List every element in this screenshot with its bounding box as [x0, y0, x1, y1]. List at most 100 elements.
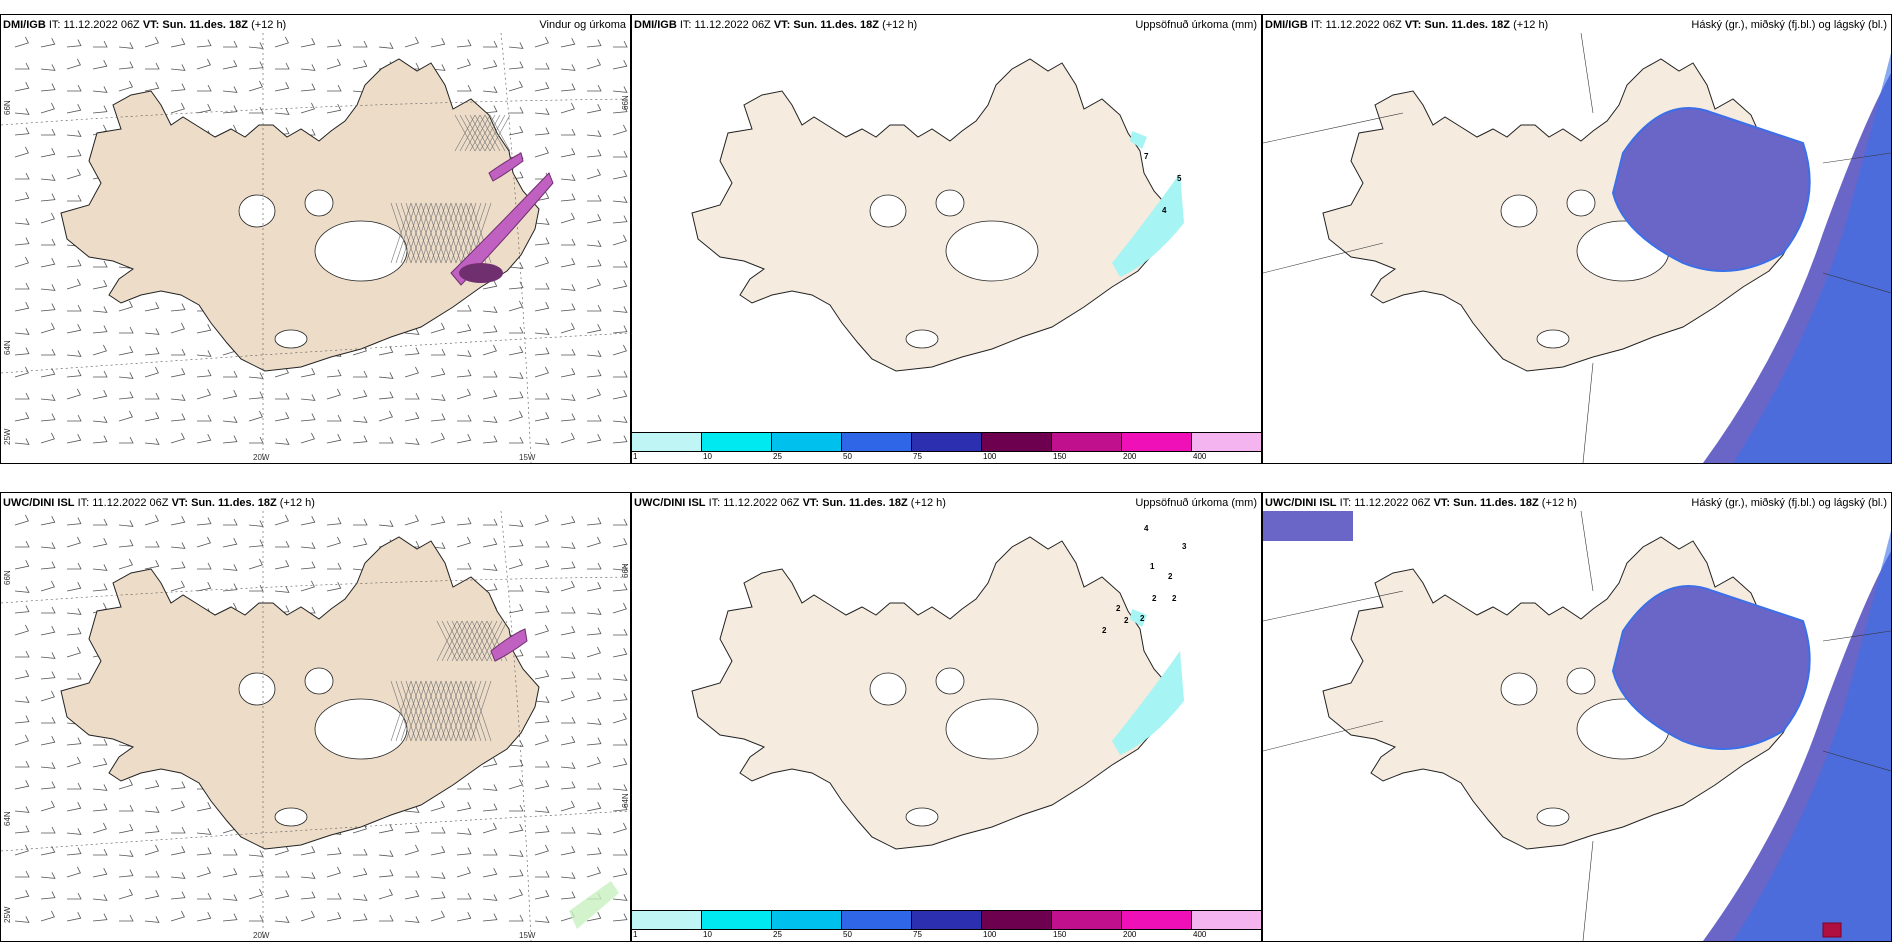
wind-barb — [612, 564, 628, 571]
wind-barb — [40, 910, 55, 922]
wind-barb — [118, 824, 134, 834]
wind-barb — [404, 844, 419, 856]
wind-barb — [482, 60, 498, 70]
wind-barb — [353, 518, 368, 526]
hatch-line — [470, 680, 492, 742]
wind-barb — [612, 196, 628, 203]
wind-barb — [456, 866, 471, 878]
wind-barb — [300, 432, 315, 444]
wind-barb — [222, 894, 238, 901]
wind-barb — [534, 624, 549, 636]
lat-label-66-right: 66N — [621, 95, 630, 110]
precip-value-label: 5 — [1177, 174, 1182, 183]
wind-barb — [40, 736, 56, 746]
wind-barb — [170, 516, 186, 526]
wind-barb — [15, 870, 30, 878]
wind-barb — [586, 582, 602, 592]
wind-barb — [612, 758, 628, 768]
wind-barb — [92, 105, 108, 114]
wind-barb — [92, 538, 108, 548]
hatch-line — [464, 114, 486, 152]
wind-barb — [508, 61, 524, 70]
wind-barb — [66, 627, 82, 636]
valid-time: Sun. 11.des. 18Z — [191, 497, 277, 509]
lead-time: (+12 h) — [279, 497, 315, 509]
valid-time: Sun. 11.des. 18Z — [1424, 19, 1510, 31]
wind-barb — [40, 64, 56, 71]
wind-barb — [300, 891, 316, 900]
wind-barb — [40, 148, 56, 158]
lat-label-64: 64N — [3, 811, 12, 826]
wind-barb — [196, 434, 212, 444]
wind-barb — [430, 368, 446, 378]
precip-core — [459, 263, 503, 283]
wind-barb — [41, 716, 56, 724]
init-time: 11.12.2022 06Z — [1354, 497, 1431, 509]
wind-barb — [378, 42, 394, 49]
glacier-vatnajokull — [314, 698, 408, 760]
wind-barb — [66, 536, 81, 548]
glacier-myrdalsjokull — [905, 329, 939, 349]
wind-barb — [509, 106, 524, 114]
lead-time: (+12 h) — [1541, 497, 1577, 509]
wind-barb — [509, 436, 524, 444]
wind-barb — [92, 913, 108, 922]
wind-barb — [612, 822, 627, 834]
wind-barb — [612, 693, 628, 702]
wind-barb — [560, 83, 576, 92]
wind-barb — [40, 258, 56, 268]
hatch-line — [454, 114, 476, 152]
wind-barb — [534, 438, 550, 445]
wind-barb — [430, 394, 446, 401]
iceland-landmass — [691, 536, 1171, 850]
wind-barb — [275, 392, 290, 400]
wind-barb — [170, 432, 185, 444]
wind-barb — [40, 303, 56, 312]
wind-barb — [482, 325, 498, 334]
glacier-langjokull — [238, 672, 276, 706]
glacier-hofsjokull — [1566, 189, 1596, 217]
wind-barb — [612, 234, 627, 246]
wind-barb — [534, 844, 549, 856]
wind-barb — [300, 561, 316, 570]
wind-barb — [300, 102, 315, 114]
hatch-line — [455, 680, 477, 742]
wind-barb — [560, 102, 575, 114]
wind-barb — [14, 624, 29, 636]
wind-barb — [40, 690, 55, 702]
wind-barb — [534, 302, 550, 312]
wind-barb — [144, 890, 160, 900]
wind-barb — [14, 36, 29, 48]
wind-barb — [508, 300, 523, 312]
panel-cloud-dmi: DMI/IGB IT: 11.12.2022 06Z VT: Sun. 11.d… — [1262, 14, 1892, 464]
wind-barb — [248, 850, 264, 857]
wind-barb — [560, 368, 576, 378]
wind-barb — [14, 715, 30, 724]
wind-barb — [248, 539, 264, 548]
wind-barb — [508, 346, 524, 356]
wind-barb — [15, 392, 30, 400]
lead-time: (+12 h) — [882, 19, 918, 31]
wind-barb — [222, 390, 238, 400]
wind-barb — [404, 916, 420, 923]
hatch-line — [405, 202, 427, 264]
wind-barb — [456, 324, 472, 334]
wind-barb — [40, 322, 55, 334]
colorbar — [632, 910, 1261, 930]
wind-barb — [612, 435, 628, 444]
wind-barb — [508, 850, 524, 857]
wind-barb — [170, 542, 186, 549]
model-label: UWC/DINI ISL — [3, 497, 75, 509]
graticule-lon-15 — [500, 511, 532, 941]
wind-barb — [430, 413, 446, 422]
wind-barb — [118, 558, 133, 570]
wind-barb — [93, 518, 108, 526]
precip-hatch-north — [436, 620, 508, 662]
hatch-line — [390, 680, 412, 742]
wind-barb — [534, 82, 550, 92]
graticule-lon-15 — [500, 33, 532, 463]
colorbar-tick-label: 1 — [633, 452, 638, 461]
panel-header: UWC/DINI ISL IT: 11.12.2022 06Z VT: Sun.… — [1265, 497, 1577, 509]
projection-line — [1263, 33, 1891, 463]
wind-barb — [222, 583, 238, 592]
